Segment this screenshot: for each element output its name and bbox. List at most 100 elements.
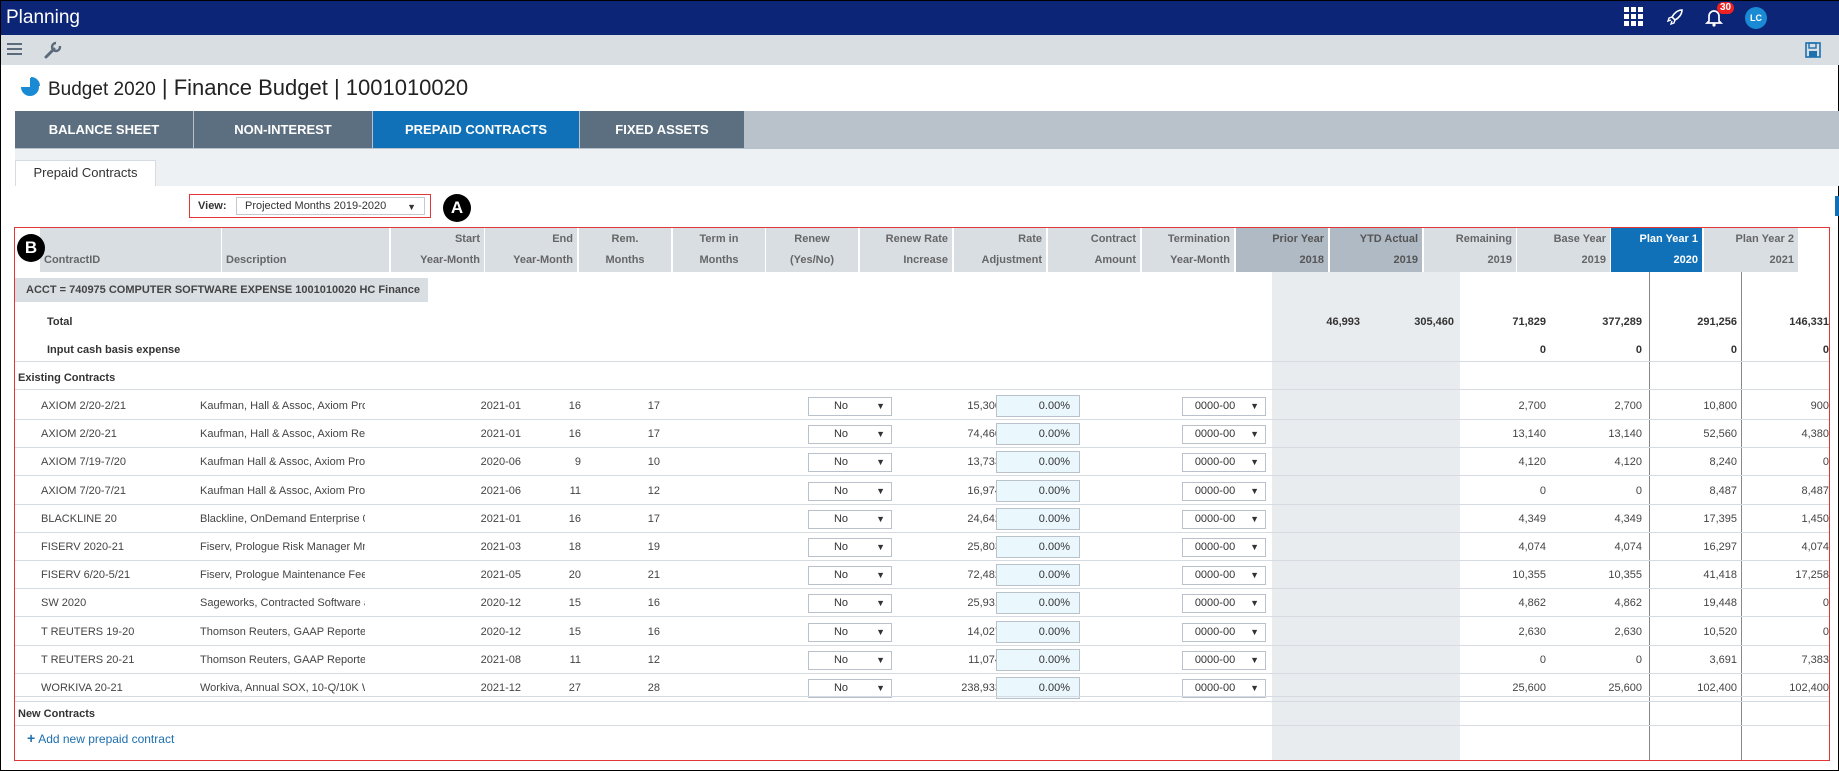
renew-dropdown[interactable]: No ▼ bbox=[808, 509, 892, 529]
user-avatar[interactable]: LC bbox=[1745, 7, 1767, 29]
input-cash-plan-year-1[interactable]: 0 bbox=[1730, 344, 1737, 356]
rate-adjustment-input[interactable]: 0.00% bbox=[996, 479, 1080, 502]
tab-non-interest[interactable]: Non-Interest bbox=[194, 111, 372, 148]
contract-base-year: 2,630 bbox=[1614, 625, 1642, 638]
wrench-icon[interactable] bbox=[43, 41, 63, 59]
termination-dropdown[interactable]: 0000-00 ▼ bbox=[1182, 594, 1266, 614]
contract-row[interactable]: AXIOM 7/20-7/21 Kaufman Hall & Assoc, Axi… bbox=[15, 477, 1829, 505]
rate-adjustment-input[interactable]: 0.00% bbox=[996, 395, 1080, 417]
hamburger-menu-icon[interactable] bbox=[7, 43, 22, 56]
contract-id: AXIOM 7/19-7/20 bbox=[41, 456, 126, 469]
termination-dropdown[interactable]: 0000-00 ▼ bbox=[1182, 509, 1266, 529]
termination-dropdown[interactable]: 0000-00 ▼ bbox=[1182, 397, 1266, 416]
column-header[interactable]: Rate Adjustment bbox=[954, 228, 1047, 272]
termination-dropdown[interactable]: 0000-00 ▼ bbox=[1182, 481, 1266, 501]
column-header[interactable]: Termination Year-Month bbox=[1142, 228, 1235, 272]
subtab-prepaid-contracts[interactable]: Prepaid Contracts bbox=[15, 160, 156, 186]
contract-row[interactable]: FISERV 6/20-5/21 Fiserv, Prologue Mainten… bbox=[15, 561, 1829, 589]
renew-dropdown[interactable]: No ▼ bbox=[808, 566, 892, 586]
column-header[interactable]: ContractID bbox=[40, 228, 222, 272]
termination-dropdown[interactable]: 0000-00 ▼ bbox=[1182, 622, 1266, 642]
existing-contracts-header: Existing Contracts bbox=[15, 364, 1829, 392]
rocket-icon[interactable] bbox=[1665, 7, 1685, 32]
add-contract-link[interactable]: + Add new prepaid contract bbox=[27, 730, 174, 746]
tab-fixed-assets[interactable]: Fixed Assets bbox=[580, 111, 744, 148]
contract-row[interactable]: AXIOM 7/19-7/20 Kaufman Hall & Assoc, Axi… bbox=[15, 448, 1829, 476]
termination-dropdown[interactable]: 0000-00 ▼ bbox=[1182, 453, 1266, 473]
column-header-line-1: Termination bbox=[1167, 233, 1230, 245]
contract-end: 2021-05 bbox=[480, 569, 521, 582]
column-header[interactable]: End Year-Month bbox=[485, 228, 578, 272]
contract-plan-year-1: 16,297 bbox=[1703, 541, 1737, 553]
termination-value: 0000-00 bbox=[1194, 597, 1236, 610]
rate-adjustment-input[interactable]: 0.00% bbox=[996, 423, 1080, 446]
callout-marker-b: B bbox=[17, 234, 45, 262]
apps-grid-icon[interactable] bbox=[1624, 7, 1644, 27]
view-dropdown[interactable]: Projected Months 2019-2020 ▼ bbox=[236, 197, 425, 215]
renew-dropdown[interactable]: No ▼ bbox=[808, 453, 892, 473]
termination-dropdown[interactable]: 0000-00 ▼ bbox=[1182, 425, 1266, 445]
renew-dropdown[interactable]: No ▼ bbox=[808, 622, 892, 642]
termination-dropdown[interactable]: 0000-00 ▼ bbox=[1182, 538, 1266, 557]
column-header[interactable]: Prior Year 2018 bbox=[1236, 228, 1329, 272]
rate-adjustment-input[interactable]: 0.00% bbox=[996, 677, 1080, 699]
termination-dropdown[interactable]: 0000-00 ▼ bbox=[1182, 566, 1266, 586]
renew-dropdown[interactable]: No ▼ bbox=[808, 481, 892, 501]
column-header[interactable]: Renew (Yes/No) bbox=[766, 228, 859, 272]
divider bbox=[15, 389, 1829, 390]
column-header[interactable]: Base Year 2019 bbox=[1517, 228, 1611, 272]
contract-remaining-months: 15 bbox=[568, 625, 581, 638]
termination-value: 0000-00 bbox=[1194, 512, 1236, 525]
column-header[interactable]: Description bbox=[222, 228, 390, 272]
rate-adjustment-input[interactable]: 0.00% bbox=[996, 648, 1080, 671]
tab-balance-sheet[interactable]: Balance Sheet bbox=[15, 111, 193, 148]
renew-dropdown[interactable]: No ▼ bbox=[808, 650, 892, 670]
rate-adjustment-input[interactable]: 0.00% bbox=[996, 592, 1080, 615]
column-header[interactable]: Start Year-Month bbox=[391, 228, 485, 272]
contract-row[interactable]: T REUTERS 20-21 Thomson Reuters, GAAP Rep… bbox=[15, 646, 1829, 674]
input-cash-base-year[interactable]: 0 bbox=[1635, 344, 1642, 356]
renew-dropdown[interactable]: No ▼ bbox=[808, 425, 892, 445]
rate-adjustment-input[interactable]: 0.00% bbox=[996, 620, 1080, 643]
column-header-line-2: 2019 bbox=[1581, 254, 1606, 266]
save-icon[interactable] bbox=[1804, 41, 1822, 59]
column-header[interactable]: Term in Months bbox=[673, 228, 766, 272]
column-header[interactable]: Rem. Months bbox=[579, 228, 672, 272]
rate-adjustment-input[interactable]: 0.00% bbox=[996, 451, 1080, 474]
column-header[interactable]: Renew Rate Increase bbox=[860, 228, 953, 272]
column-header[interactable]: Plan Year 2 2021 bbox=[1704, 228, 1799, 272]
renew-dropdown[interactable]: No ▼ bbox=[808, 594, 892, 614]
contract-description: Workiva, Annual SOX, 10-Q/10K Wdesk bbox=[200, 682, 365, 694]
rate-adjustment-input[interactable]: 0.00% bbox=[996, 564, 1080, 587]
contract-plan-year-1: 19,448 bbox=[1703, 597, 1737, 610]
column-header[interactable]: Remaining 2019 bbox=[1424, 228, 1517, 272]
contract-row[interactable]: T REUTERS 19-20 Thomson Reuters, GAAP Rep… bbox=[15, 618, 1829, 646]
tab-prepaid-contracts[interactable]: Prepaid Contracts bbox=[373, 111, 579, 148]
contract-term: 16 bbox=[647, 597, 660, 610]
column-header[interactable]: Plan Year 1 2020 bbox=[1611, 228, 1703, 272]
contract-row[interactable]: WORKIVA 20-21 Workiva, Annual SOX, 10-Q/1… bbox=[15, 674, 1829, 702]
termination-dropdown[interactable]: 0000-00 ▼ bbox=[1182, 650, 1266, 670]
renew-value: No bbox=[833, 541, 849, 553]
contract-end: 2021-08 bbox=[480, 653, 521, 666]
bell-icon[interactable] bbox=[1704, 7, 1724, 27]
rate-adjustment-input[interactable]: 0.00% bbox=[996, 536, 1080, 558]
input-cash-remaining[interactable]: 0 bbox=[1539, 344, 1546, 356]
renew-dropdown[interactable]: No ▼ bbox=[808, 538, 892, 557]
column-header[interactable]: Contract Amount bbox=[1048, 228, 1141, 272]
contract-row[interactable]: FISERV 2020-21 Fiserv, Prologue Risk Mana… bbox=[15, 533, 1829, 561]
contract-term: 12 bbox=[647, 484, 660, 497]
contract-row[interactable]: AXIOM 2/20-21 Kaufman, Hall & Assoc, Axio… bbox=[15, 420, 1829, 448]
contract-row[interactable]: SW 2020 Sageworks, Contracted Software an… bbox=[15, 589, 1829, 617]
rate-adjustment-input[interactable]: 0.00% bbox=[996, 507, 1080, 530]
renew-dropdown[interactable]: No ▼ bbox=[808, 397, 892, 416]
renew-dropdown[interactable]: No ▼ bbox=[808, 679, 892, 698]
chevron-down-icon: ▼ bbox=[876, 683, 885, 693]
contract-remaining-months: 11 bbox=[569, 484, 581, 497]
termination-dropdown[interactable]: 0000-00 ▼ bbox=[1182, 679, 1266, 698]
input-cash-plan-year-2[interactable]: 0 bbox=[1822, 344, 1829, 356]
column-header[interactable]: YTD Actual 2019 bbox=[1330, 228, 1423, 272]
contract-row[interactable]: BLACKLINE 20 Blackline, OnDemand Enterpri… bbox=[15, 505, 1829, 533]
contract-row[interactable]: AXIOM 2/20-2/21 Kaufman, Hall & Assoc, Ax… bbox=[15, 392, 1829, 420]
